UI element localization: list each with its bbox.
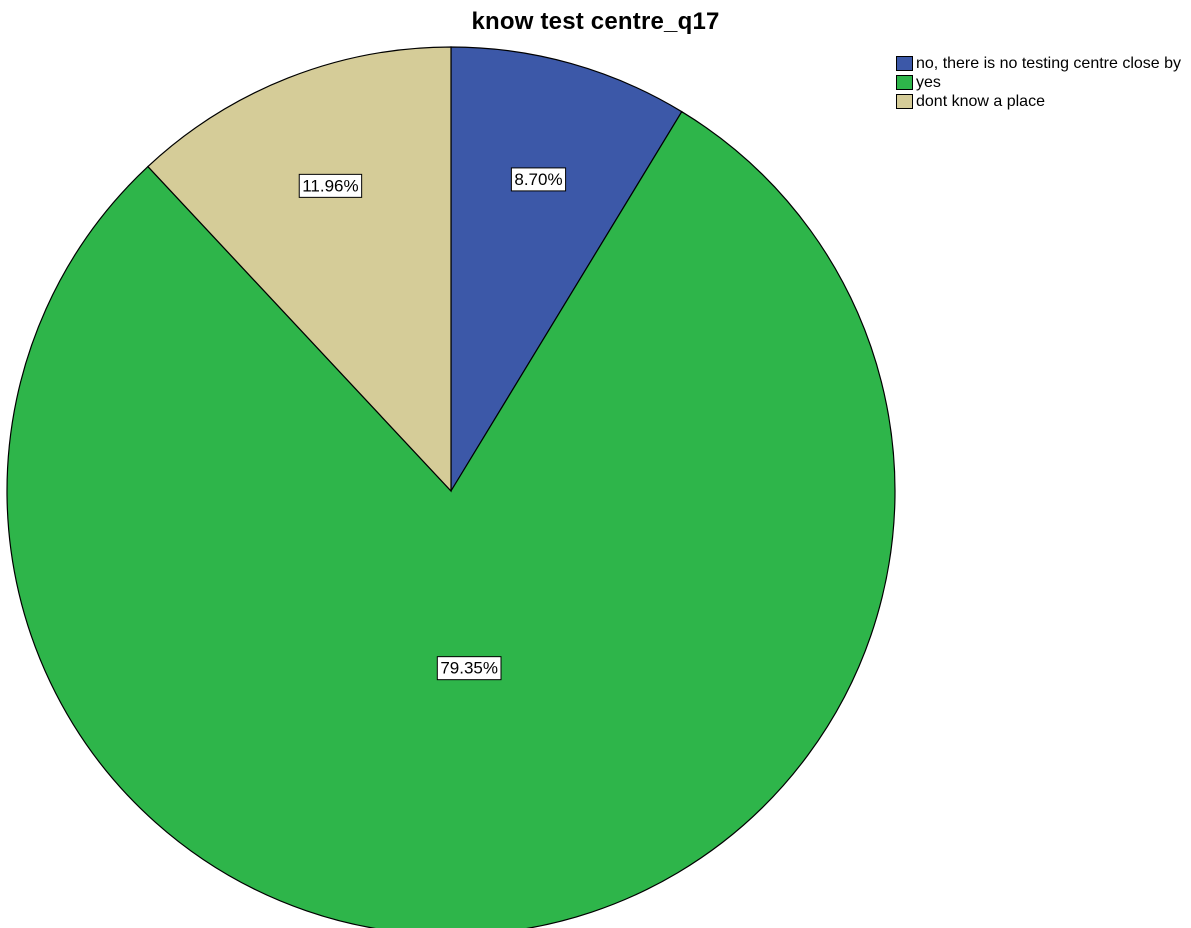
slice-label-text-dont-know: 11.96% [302, 176, 358, 195]
slice-label-box-no-testing-centre [510, 167, 567, 192]
slice-label-text-yes: 79.35% [440, 659, 498, 678]
legend-swatch-dont-know [896, 94, 913, 109]
slice-label-text-no-testing-centre: 8.70% [514, 170, 562, 189]
legend: no, there is no testing centre close by … [894, 56, 1191, 113]
pie-slice-dont-know [147, 46, 452, 493]
legend-label-yes: yes [916, 74, 941, 91]
slice-label-box-yes [436, 656, 502, 681]
pie-slice-no-testing-centre [450, 46, 683, 494]
chart-title: know test centre_q17 [471, 8, 720, 35]
legend-swatch-yes [896, 75, 913, 90]
legend-item-dont-know: dont know a place [894, 93, 1191, 110]
slice-label-yes: 79.35% [436, 656, 502, 681]
pie-labels: 8.70% 79.35% 11.96% [298, 167, 567, 681]
legend-label-dont-know: dont know a place [916, 93, 1045, 110]
pie-slices [6, 46, 896, 928]
legend-item-yes: yes [894, 74, 1191, 91]
legend-item-no-testing-centre: no, there is no testing centre close by [894, 55, 1191, 72]
legend-swatch-no-testing-centre [896, 56, 913, 71]
pie-slice-yes [6, 110, 896, 928]
slice-label-no-testing-centre: 8.70% [510, 167, 567, 192]
legend-label-no-testing-centre: no, there is no testing centre close by [916, 55, 1182, 72]
slice-label-dont-know: 11.96% [298, 173, 363, 198]
slice-label-box-dont-know [298, 173, 363, 198]
